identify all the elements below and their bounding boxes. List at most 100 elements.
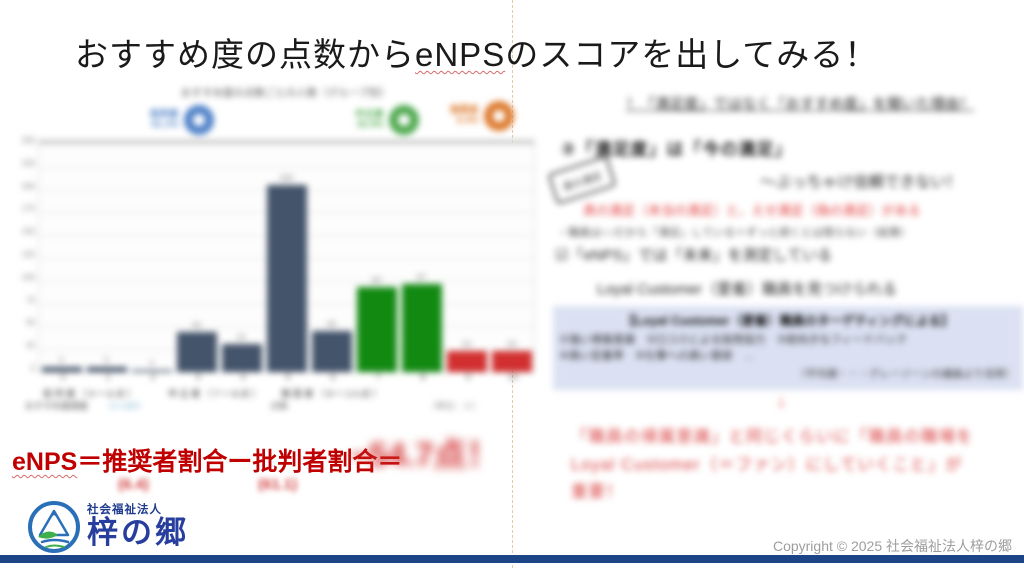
- bar: [266, 185, 307, 372]
- logo-org-type: 社会福祉法人: [87, 504, 162, 516]
- bar-chart: おすすめ度の点数ごとの人数（グループ別） 批判者 61.1% 中立者 32.4% 推…: [22, 85, 545, 435]
- red-conclusion-line: 重要！: [571, 483, 624, 502]
- chart-footnote-n: （n=180）: [103, 401, 147, 411]
- y-axis-tick: 50: [26, 318, 35, 328]
- y-axis-tick: 200: [21, 181, 35, 191]
- red-conclusion-line: Loyal Customer（＝ファン）にしていくこと」が: [571, 455, 963, 474]
- bar-value-label: 23: [506, 339, 517, 350]
- x-axis-tick: 2: [150, 372, 156, 382]
- chart-title: おすすめ度の点数ごとの人数（グループ別）: [180, 87, 391, 99]
- x-axis-tick: 1: [105, 372, 111, 382]
- bar-value-label: 44: [191, 319, 202, 330]
- bar-value-label: 5: [59, 355, 64, 366]
- legend-pct: 6.4%: [456, 115, 479, 126]
- y-axis-tick: 225: [21, 158, 35, 168]
- bar-value-label: 5: [104, 355, 109, 366]
- satisfaction-line: ②「満足度」は「今の満足」: [561, 140, 793, 159]
- title-post: のスコアを出してみる！: [505, 36, 879, 73]
- y-axis-tick: 150: [21, 227, 35, 237]
- trust-line: 〜ぶっちゃけ信頼できない！: [760, 174, 962, 191]
- bar: [41, 367, 82, 372]
- formula-enps: eNPS: [12, 448, 78, 476]
- logo-org-name: 梓の郷: [87, 515, 189, 550]
- x-axis-tick: 9: [465, 372, 471, 382]
- y-axis-tick: 0: [30, 364, 35, 373]
- legend-name: 推奨者: [450, 104, 479, 116]
- x-axis-tick: 3: [195, 372, 201, 382]
- legend-item-passive: 中立者 32.4%: [355, 105, 419, 135]
- detractor-pct: (61.1): [258, 476, 298, 493]
- y-axis-tick: 25: [26, 341, 35, 351]
- bar-value-label: 93: [371, 275, 382, 286]
- box-line-2: ④高い定着率 ⑤仕事への高い意欲 …: [559, 350, 755, 362]
- title-enps: eNPS: [415, 36, 506, 73]
- reason-heading: ！「満足度」ではなく「おすすめ度」を聞いた理由！: [626, 97, 974, 113]
- bar: [446, 351, 487, 372]
- promoter-pct: (6.4): [118, 476, 149, 493]
- passive-face-icon: [388, 105, 419, 135]
- loyal-customer-box: 【Loyal Customer（愛着）職員のターゲティングによる】 ①強い帰属意…: [553, 306, 1023, 390]
- y-axis-tick: 100: [21, 272, 35, 282]
- enps-result: −54.7点！: [350, 436, 500, 473]
- red-conclusion-block: 「職員の帰属意識」と同じくらいに「職員の職場を Loyal Customer（＝…: [571, 424, 1021, 507]
- y-axis-tick: 175: [21, 204, 35, 214]
- x-axis-tick: 8: [420, 372, 426, 382]
- enps-formula: eNPS＝推奨者割合ー批判者割合＝: [12, 442, 402, 478]
- bar: [221, 343, 262, 372]
- organization-logo: 社会福祉法人 梓の郷: [28, 501, 189, 553]
- box-title: 【Loyal Customer（愛着）職員のターゲティングによる】: [622, 314, 954, 328]
- legend-name: 中立者: [355, 108, 384, 120]
- bar-value-label: 2: [149, 358, 154, 369]
- red-note-line: 真の満足（本当の満足）と、えせ満足（偽の満足）がある: [583, 203, 921, 218]
- footer-bar: [0, 555, 1024, 563]
- bar: [131, 370, 172, 372]
- bar-value-label: 205: [279, 173, 294, 184]
- bar: [491, 351, 532, 372]
- down-arrow-icon: ↓: [777, 391, 786, 411]
- box-line-3: （平均値・・・グレーゾーンの議論より活用）: [795, 368, 1015, 380]
- red-conclusion-line: 「職員の帰属意識」と同じくらいに「職員の職場を: [571, 428, 974, 446]
- y-axis-tick: 250: [21, 136, 35, 145]
- box-line-1: ①強い帰属意識 ②口コミによる採用協力 ③前向きなフィードバック: [559, 334, 908, 346]
- x-axis-tick: 4: [240, 372, 246, 382]
- legend-pct: 32.4%: [356, 119, 384, 130]
- legend-pct: 61.1%: [151, 119, 179, 130]
- axis-group-note: 批判者（0〜6点） 中立者（7〜8点） 推奨者（9〜10点）: [43, 389, 384, 400]
- bar: [356, 287, 397, 372]
- x-axis-tick: 0: [60, 372, 66, 382]
- right-text-column: ！「満足度」ではなく「おすすめ度」を聞いた理由！ ②「満足度」は「今の満足」 真…: [547, 88, 1023, 520]
- formula-body: ＝推奨者割合ー批判者割合＝: [77, 448, 403, 476]
- slide-title: おすすめ度の点数からeNPSのスコアを出してみる！: [75, 28, 995, 76]
- small-note-line: ・職員は○○だから「満足」している＝ずっと続くとは限らない（結果）: [557, 227, 911, 239]
- y-axis-tick: 125: [21, 250, 35, 259]
- legend-item-detractor: 批判者 61.1%: [150, 105, 214, 135]
- bar: [401, 283, 442, 372]
- bar: [311, 330, 352, 372]
- x-axis-tick: 7: [375, 372, 381, 382]
- x-axis-tick: 5: [285, 372, 291, 382]
- chart-footnote-right: （単位：人）: [427, 401, 482, 411]
- title-pre: おすすめ度の点数から: [75, 36, 415, 73]
- plot-area: 5 5 2 44 31 205 45 93 97 23 23: [38, 140, 535, 373]
- x-axis-tick: 10: [507, 372, 518, 382]
- chart-xlabel: 点数: [270, 401, 289, 411]
- promoter-face-icon: [483, 101, 514, 131]
- logo-mark-icon: [28, 501, 80, 553]
- x-axis-tick: 6: [330, 372, 336, 382]
- bar: [176, 331, 217, 372]
- legend-name: 批判者: [150, 108, 179, 120]
- copyright-text: Copyright © 2025 社会福祉法人梓の郷: [772, 538, 1012, 554]
- loyal-customer-line: Loyal Customer（愛着）職員を見つけられる: [597, 281, 898, 298]
- y-axis-tick: 75: [26, 295, 35, 305]
- bar-value-label: 23: [461, 339, 472, 350]
- bar-value-label: 45: [326, 318, 337, 329]
- bar: [86, 367, 127, 372]
- stamp-badge: 真の満足: [547, 155, 617, 205]
- detractor-face-icon: [183, 105, 214, 135]
- legend-item-promoter: 推奨者 6.4%: [450, 101, 514, 131]
- bar-value-label: 31: [236, 331, 247, 342]
- enps-future-line: ☑「eNPS」では「未来」を測定している: [555, 247, 833, 264]
- gridline: [39, 166, 534, 168]
- chart-footnote-left: おすすめ度調査: [25, 401, 89, 411]
